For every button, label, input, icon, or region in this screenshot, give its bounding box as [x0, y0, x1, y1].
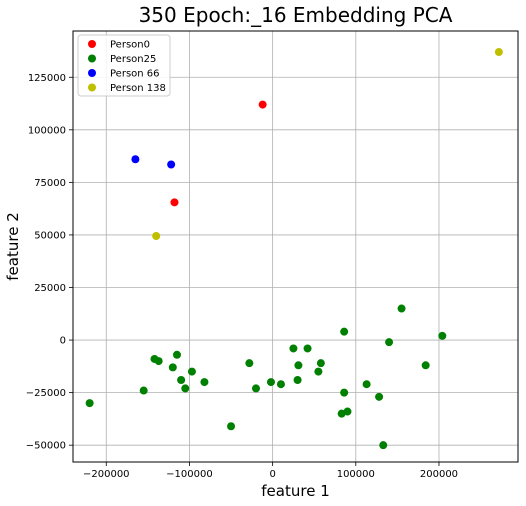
legend-label-person-138: Person 138 [110, 83, 166, 94]
x-tick-label: 0 [269, 469, 275, 480]
point-person25 [227, 422, 236, 431]
point-person25 [154, 357, 163, 366]
legend-marker-person25 [88, 54, 96, 63]
x-tick-label: 100000 [337, 469, 375, 480]
legend-label-person25: Person25 [110, 54, 156, 65]
point-person25 [276, 380, 285, 389]
point-person25 [172, 350, 181, 359]
point-person25 [397, 304, 406, 313]
point-person25 [421, 361, 430, 370]
legend-box [77, 34, 171, 97]
y-tick-label: 25000 [34, 283, 66, 294]
x-tick-label: −200000 [83, 469, 130, 480]
point-person25 [177, 376, 186, 385]
point-person25 [379, 441, 388, 450]
data-points [85, 48, 503, 450]
point-person25 [314, 367, 323, 376]
x-axis-label: feature 1 [261, 482, 329, 500]
point-person25 [187, 367, 196, 376]
legend-marker-person-66 [88, 69, 96, 77]
point-person25 [385, 338, 394, 347]
point-person25 [316, 359, 325, 368]
point-person25 [343, 407, 352, 416]
point-person-138 [494, 48, 503, 57]
point-person25 [438, 331, 447, 340]
plot-area-frame [72, 30, 519, 463]
point-person25 [362, 380, 371, 389]
x-tick-label: −100000 [166, 469, 213, 480]
legend-label-person-66: Person 66 [110, 69, 160, 80]
point-person25 [139, 386, 148, 395]
point-person25 [245, 359, 254, 368]
point-person25 [340, 327, 349, 336]
point-person-138 [152, 231, 161, 240]
y-tick-label: 75000 [34, 178, 66, 189]
point-person25 [293, 376, 302, 385]
chart-title: 350 Epoch:_16 Embedding PCA [139, 3, 453, 27]
point-person25 [251, 384, 260, 393]
point-person25 [200, 378, 209, 387]
y-tick-label: 0 [60, 336, 66, 347]
point-person25 [168, 363, 177, 372]
legend: Person0 Person25 Person 66 Person 138 [77, 34, 171, 97]
grid-lines [73, 31, 518, 462]
point-person25 [303, 344, 312, 353]
y-tick-label: 50000 [34, 230, 66, 241]
y-tick-label: 125000 [28, 73, 66, 84]
point-person25 [340, 388, 349, 397]
point-person25 [181, 384, 190, 393]
legend-marker-person-138 [88, 83, 96, 92]
point-person-66 [167, 160, 176, 169]
point-person25 [289, 344, 298, 353]
point-person0 [170, 198, 179, 207]
point-person25 [85, 399, 94, 408]
axis-ticks: −200000 −100000 0 100000 200000 −50000 −25000 0… [26, 73, 458, 480]
point-person25 [266, 378, 275, 387]
y-tick-label: −25000 [26, 388, 66, 399]
x-tick-label: 200000 [420, 469, 458, 480]
legend-marker-person0 [88, 40, 96, 48]
point-person0 [258, 100, 267, 109]
legend-label-person0: Person0 [110, 40, 150, 51]
point-person25 [375, 392, 384, 401]
y-tick-label: −50000 [26, 441, 66, 452]
y-tick-label: 100000 [28, 125, 66, 136]
point-person-66 [131, 155, 140, 164]
point-person25 [294, 361, 303, 370]
y-axis-label: feature 2 [4, 212, 22, 280]
